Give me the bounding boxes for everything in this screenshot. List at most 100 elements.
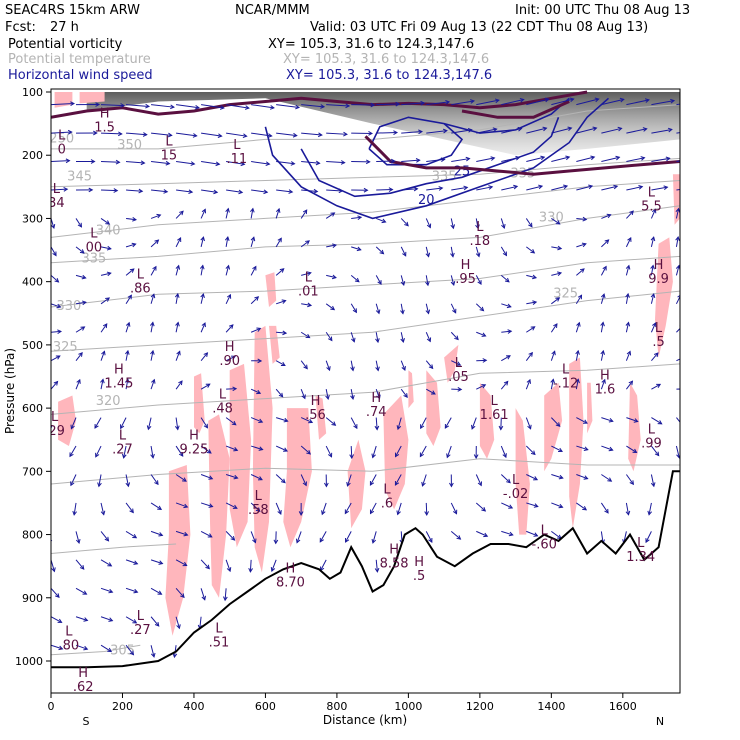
wind-vector-shaft xyxy=(500,474,511,484)
wind-vector-shaft xyxy=(601,156,620,163)
wind-vector-shaft xyxy=(651,417,662,425)
wind-vector-shaft xyxy=(276,132,297,137)
wind-vector-shaft xyxy=(501,303,511,308)
wind-vector-head xyxy=(475,224,480,230)
wind-vector-head xyxy=(604,508,609,514)
theta-contour xyxy=(51,458,680,485)
wind-vector-shaft xyxy=(475,218,479,229)
wind-vector-shaft xyxy=(301,161,320,164)
wind-vector-head xyxy=(349,454,354,460)
wind-vector xyxy=(250,327,262,333)
wind-vector-shaft xyxy=(501,99,524,106)
wind-vector-shaft xyxy=(350,389,354,400)
wind-vector-shaft xyxy=(575,350,579,361)
wind-vector xyxy=(425,332,432,343)
wind-vector xyxy=(601,417,614,423)
extremum-value: -.02 xyxy=(503,487,528,502)
wind-vector-head xyxy=(188,189,194,195)
extremum-value: .99 xyxy=(641,436,662,451)
wind-vector xyxy=(476,331,487,337)
wind-vector-shaft xyxy=(576,502,587,511)
wind-vector-head xyxy=(488,185,494,190)
wind-vector xyxy=(200,588,207,601)
wind-vector-shaft xyxy=(275,388,284,398)
wind-vector-shaft xyxy=(325,212,335,219)
pink-region xyxy=(444,344,459,383)
wind-vector-shaft xyxy=(425,246,430,257)
wind-vector xyxy=(476,127,498,134)
theta-label: 350 xyxy=(117,138,142,153)
wind-vector xyxy=(526,246,536,254)
wind-vector-head xyxy=(93,130,98,136)
wind-vector-head xyxy=(58,645,64,651)
wind-vector-shaft xyxy=(526,127,547,134)
wind-vector-head xyxy=(83,617,89,622)
pv-contour xyxy=(51,90,588,119)
wind-vector-head xyxy=(52,251,57,257)
wind-vector-shaft xyxy=(526,98,549,106)
wind-vector-head xyxy=(232,504,238,509)
wind-vector-shaft xyxy=(250,531,256,543)
wind-vector-head xyxy=(403,393,408,398)
wind-vector-head xyxy=(56,303,62,309)
wind-vector xyxy=(525,351,533,361)
wind-vector-shaft xyxy=(94,417,102,429)
wind-vector-shaft xyxy=(175,530,188,536)
wind-vector-head xyxy=(590,155,596,161)
pink-region xyxy=(587,382,593,434)
wind-vector xyxy=(200,474,214,480)
wind-vector-head xyxy=(557,271,563,277)
extremum-kind: H xyxy=(371,391,381,406)
stratosphere-shading xyxy=(86,92,680,156)
wind-vector-shaft xyxy=(600,350,604,361)
theta-label: 330 xyxy=(56,299,81,314)
pink-region xyxy=(58,395,76,446)
extremum-kind: L xyxy=(165,135,173,150)
wind-vector-head xyxy=(278,392,284,398)
wind-vector xyxy=(75,531,81,545)
extremum-label: L.29 xyxy=(51,410,65,439)
wind-vector xyxy=(450,218,456,230)
extremum-kind: L xyxy=(476,220,484,235)
wind-vector-head xyxy=(576,321,581,327)
wind-vector-head xyxy=(481,384,487,389)
wind-vector-shaft xyxy=(451,158,470,163)
wind-vector-head xyxy=(83,645,89,651)
wind-vector-shaft xyxy=(125,530,137,539)
extremum-kind: H xyxy=(311,394,321,409)
wind-vector xyxy=(651,417,663,425)
wind-vector xyxy=(600,293,606,304)
wind-vector-head xyxy=(233,474,239,480)
wind-vector xyxy=(70,417,77,430)
wind-vector xyxy=(424,502,429,516)
wind-vector xyxy=(275,474,286,484)
wind-vector-shaft xyxy=(376,132,397,134)
wind-vector-head xyxy=(346,481,351,487)
extremum-label: L.27 xyxy=(112,429,133,458)
wind-vector xyxy=(374,417,380,431)
wind-vector xyxy=(125,616,138,624)
wind-vector-shaft xyxy=(225,559,231,572)
wind-vector xyxy=(225,474,239,480)
extremum-label: H.56 xyxy=(305,394,326,423)
wind-vector-head xyxy=(600,321,605,327)
wind-vector xyxy=(501,97,525,106)
pink-region xyxy=(515,408,530,535)
wind-vector-head xyxy=(371,538,377,544)
wind-vector-head xyxy=(321,510,326,516)
wind-vector xyxy=(75,274,87,280)
wind-vector-head xyxy=(400,281,406,287)
wind-vector xyxy=(626,98,650,106)
wind-vector xyxy=(526,126,548,134)
wind-vector-shaft xyxy=(450,275,455,286)
wind-vector-head xyxy=(582,216,588,222)
wind-vector xyxy=(176,189,194,195)
extremum-kind: H xyxy=(389,543,399,558)
wind-vector-shaft xyxy=(125,295,132,305)
wind-vector-head xyxy=(501,223,506,229)
wind-vector xyxy=(450,303,457,314)
wind-vector-head xyxy=(249,207,255,213)
wind-vector-shaft xyxy=(526,326,535,333)
wind-vector-shaft xyxy=(650,265,654,276)
